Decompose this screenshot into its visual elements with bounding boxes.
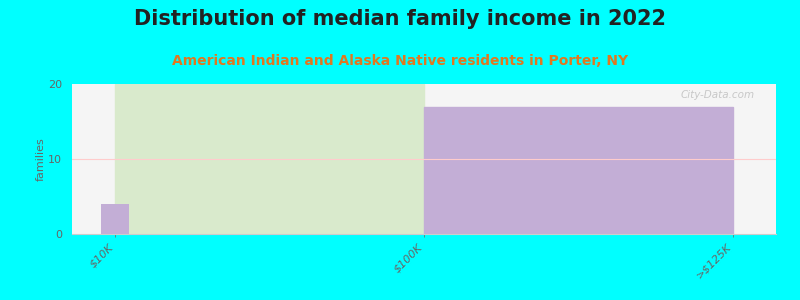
- Y-axis label: families: families: [35, 137, 46, 181]
- Bar: [115, 84, 424, 234]
- Text: American Indian and Alaska Native residents in Porter, NY: American Indian and Alaska Native reside…: [172, 54, 628, 68]
- Text: City-Data.com: City-Data.com: [681, 90, 755, 100]
- Bar: [424, 106, 733, 234]
- Bar: [102, 204, 129, 234]
- Text: Distribution of median family income in 2022: Distribution of median family income in …: [134, 9, 666, 29]
